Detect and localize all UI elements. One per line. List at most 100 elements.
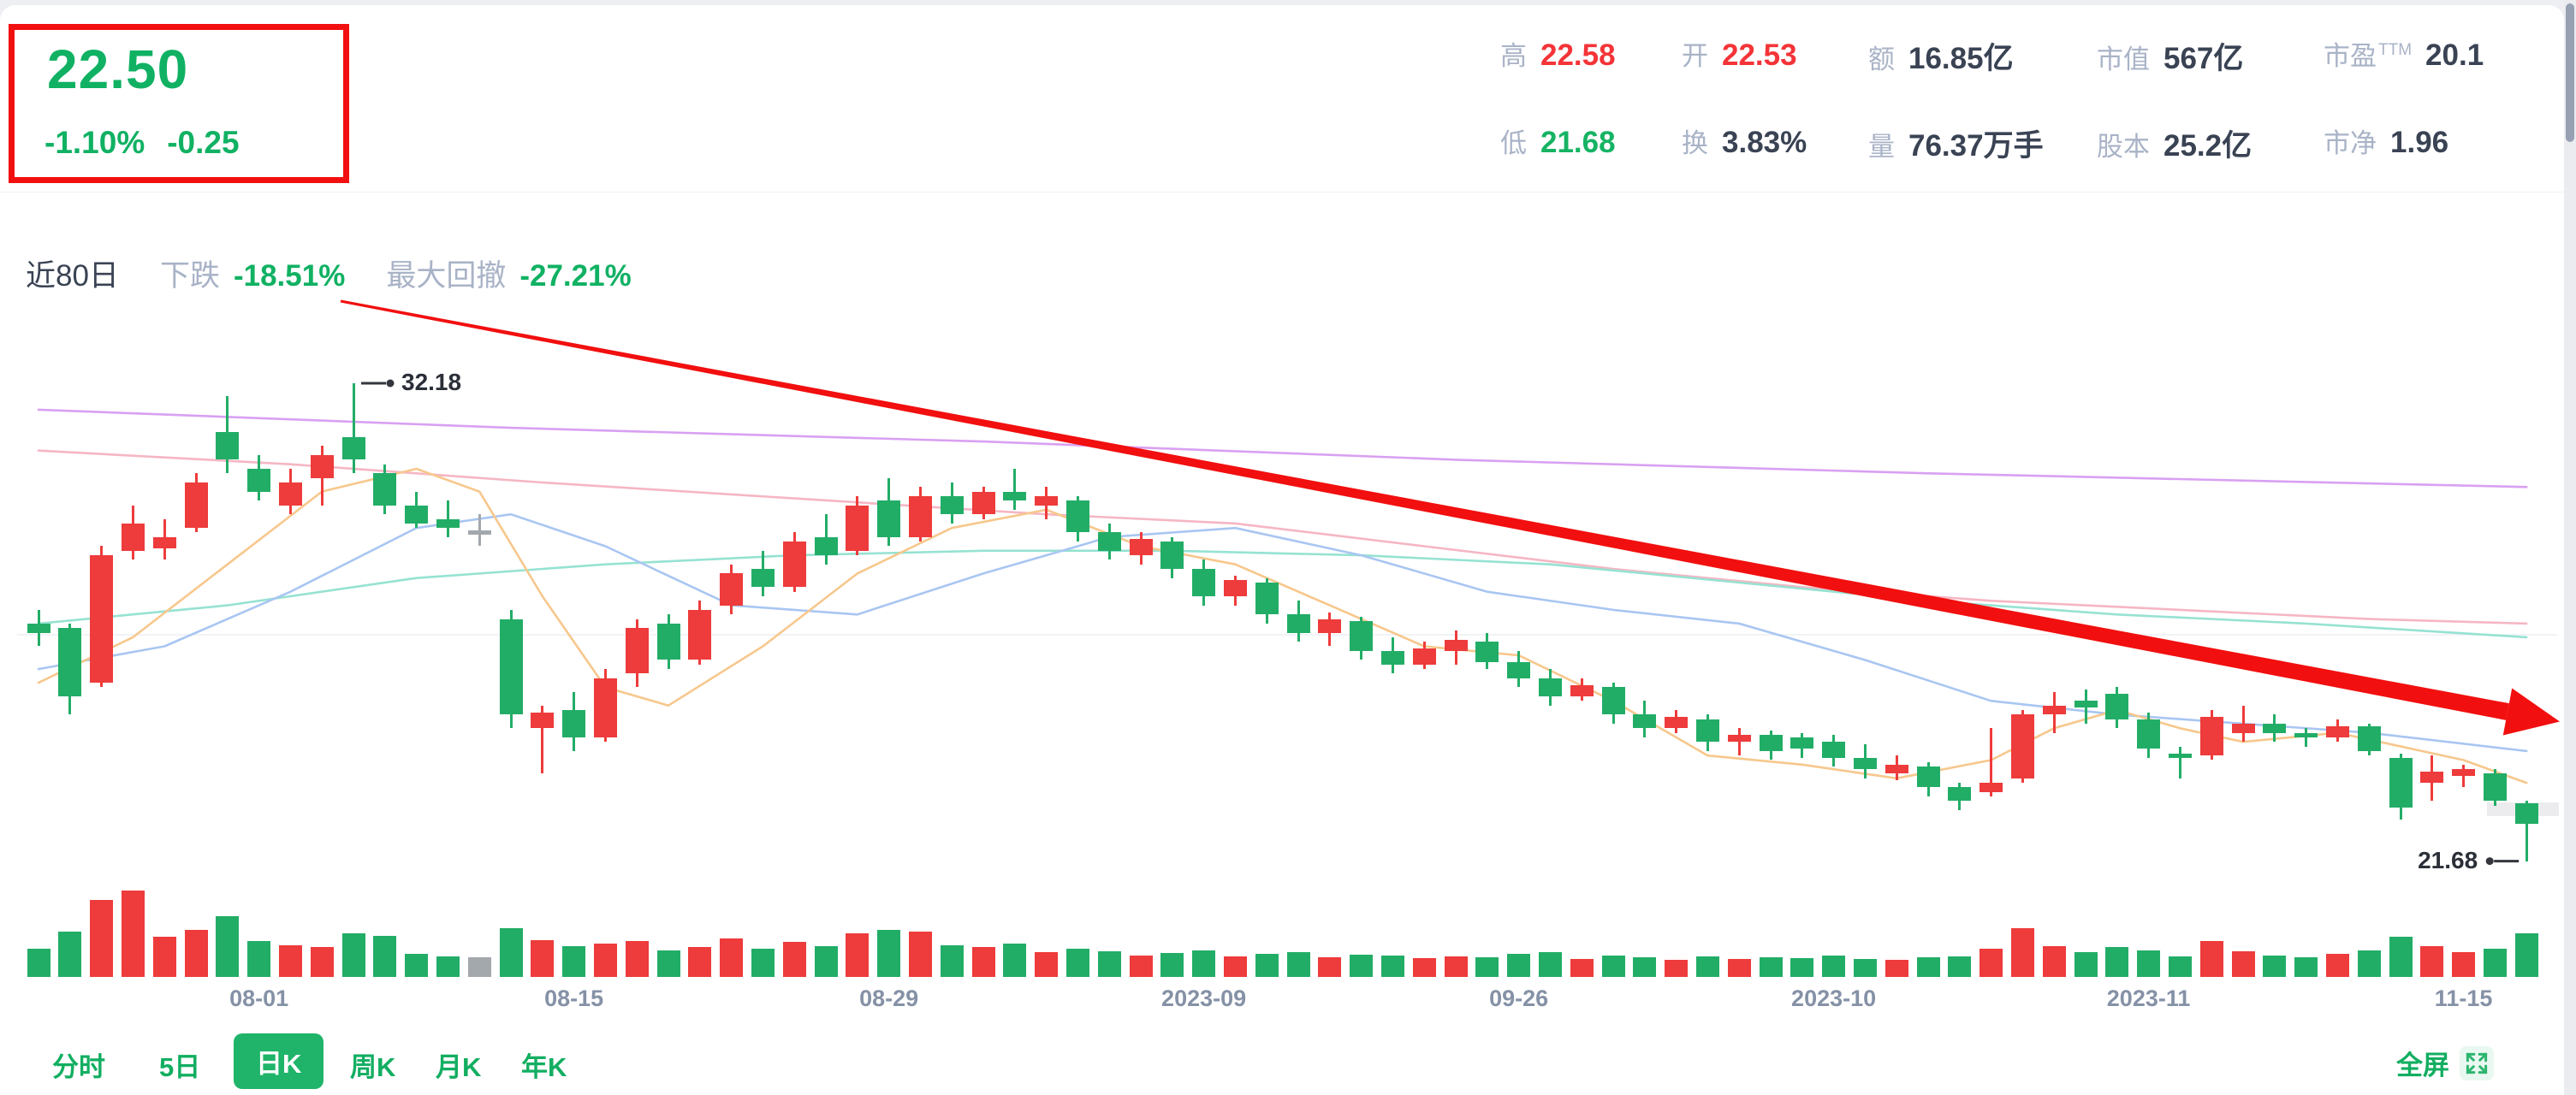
candle-body <box>467 530 491 535</box>
candle-body <box>1885 764 1908 774</box>
candle-body <box>1286 614 1310 633</box>
candle-wick <box>2462 764 2466 788</box>
stat-value: 22.58 <box>1540 38 1616 72</box>
candle-body <box>436 518 460 529</box>
volume-bar <box>1350 954 1374 977</box>
candle-body <box>341 436 365 460</box>
volume-bar <box>1538 952 1562 977</box>
volume-bar <box>1665 960 1689 977</box>
stat-label-superscript: TTM <box>2378 41 2413 59</box>
x-axis-label: 2023-09 <box>1161 986 1247 1011</box>
fullscreen-button[interactable]: 全屏 <box>2396 1044 2494 1082</box>
tab-月K[interactable]: 月K <box>436 1052 482 1082</box>
volume-bar <box>688 947 712 977</box>
tab-年K[interactable]: 年K <box>521 1052 567 1082</box>
volume-bar <box>405 954 429 977</box>
stat-量: 量 76.37万手 <box>1868 121 2044 165</box>
x-axis-label: 08-29 <box>859 986 919 1011</box>
volume-bar <box>846 933 870 977</box>
candle-body <box>1695 719 1719 743</box>
volume-bar <box>1633 957 1657 977</box>
stat-label: 换 <box>1682 128 1708 158</box>
stat-label: 量 <box>1868 132 1895 162</box>
candle-body <box>1948 787 1972 802</box>
candle-body <box>2137 719 2161 749</box>
volume-bar <box>1948 956 1972 977</box>
stat-label: 高 <box>1500 41 1527 71</box>
candle-body <box>751 569 775 588</box>
tab-5日[interactable]: 5日 <box>159 1052 201 1082</box>
volume-bar <box>531 939 555 977</box>
scrollbar-thumb[interactable] <box>2566 3 2574 142</box>
volume-bar <box>2074 952 2098 977</box>
candle-body <box>1035 495 1059 506</box>
candle-body <box>1223 580 1247 596</box>
candle-wick <box>1990 728 1993 797</box>
decline-value: -18.51% <box>233 259 346 293</box>
stat-value: 21.68 <box>1540 126 1616 159</box>
candle-body <box>1380 650 1404 665</box>
stat-label: 市净 <box>2324 128 2377 158</box>
volume-bar <box>1160 953 1184 977</box>
volume-bar <box>1380 955 1404 977</box>
price-change: -1.10% -0.25 <box>45 125 262 161</box>
tab-分时[interactable]: 分时 <box>52 1052 105 1082</box>
candle-body <box>1003 491 1027 501</box>
candle-body <box>1318 619 1342 633</box>
x-axis-label: 2023-11 <box>2106 986 2191 1011</box>
volume-bar <box>1601 955 1625 977</box>
volume-bar <box>1035 952 1059 977</box>
volume-bar <box>1822 955 1846 977</box>
volume-bar <box>1885 960 1908 977</box>
candle-body <box>2294 732 2318 737</box>
volume-bar <box>310 947 334 977</box>
volume-bar <box>971 947 995 977</box>
volume-bar <box>1916 957 1940 977</box>
volume-bar <box>1223 956 1247 977</box>
volume-bar <box>1129 955 1153 977</box>
candle-body <box>90 555 114 684</box>
candle-body <box>1129 539 1153 556</box>
volume-bar <box>2199 941 2223 977</box>
candle-body <box>1065 500 1089 533</box>
volume-bar <box>2420 946 2444 977</box>
candle-body <box>2199 716 2223 756</box>
x-axis-label: 08-15 <box>544 986 604 1011</box>
stat-开: 开 22.53 <box>1682 34 1797 73</box>
candle-body <box>1570 684 1594 696</box>
candle-body <box>2357 725 2381 751</box>
volume-bar <box>467 957 491 977</box>
volume-bar <box>2263 955 2287 977</box>
candle-body <box>27 623 50 633</box>
candle-body <box>1412 648 1436 665</box>
stat-换: 换 3.83% <box>1682 121 1807 160</box>
stat-市净: 市净 1.96 <box>2324 121 2448 160</box>
candle-body <box>531 712 555 729</box>
stat-value: 22.53 <box>1722 38 1797 72</box>
decline-label: 下跌 <box>159 259 220 293</box>
stat-value: 3.83% <box>1722 126 1807 159</box>
stat-低: 低 21.68 <box>1500 121 1616 160</box>
volume-bar <box>278 944 302 977</box>
candle-body <box>499 619 523 715</box>
volume-bar <box>814 946 838 977</box>
tab-日K-active[interactable]: 日K <box>234 1033 324 1089</box>
candle-body <box>58 628 82 696</box>
candle-body <box>2420 771 2444 784</box>
stat-市值: 市值 567亿 <box>2097 34 2243 78</box>
x-axis-label: 2023-10 <box>1791 986 1877 1011</box>
candle-body <box>1097 532 1121 551</box>
candle-body <box>1790 737 1814 749</box>
candle-body <box>1822 742 1846 758</box>
tab-周K[interactable]: 周K <box>350 1052 396 1082</box>
candle-body <box>184 482 208 529</box>
candle-body <box>278 482 302 506</box>
candle-body <box>2483 773 2507 802</box>
quote-stats: 高 22.58 开 22.53 额 16.85亿 市值 567亿 市盈 TTM 20.1 低 21.68… <box>1500 0 2553 188</box>
candle-wick <box>2525 801 2528 861</box>
volume-bar <box>656 950 680 977</box>
volume-bar <box>1318 957 1342 977</box>
stat-股本: 股本 25.2亿 <box>2097 121 2252 165</box>
candle-body <box>846 505 870 551</box>
